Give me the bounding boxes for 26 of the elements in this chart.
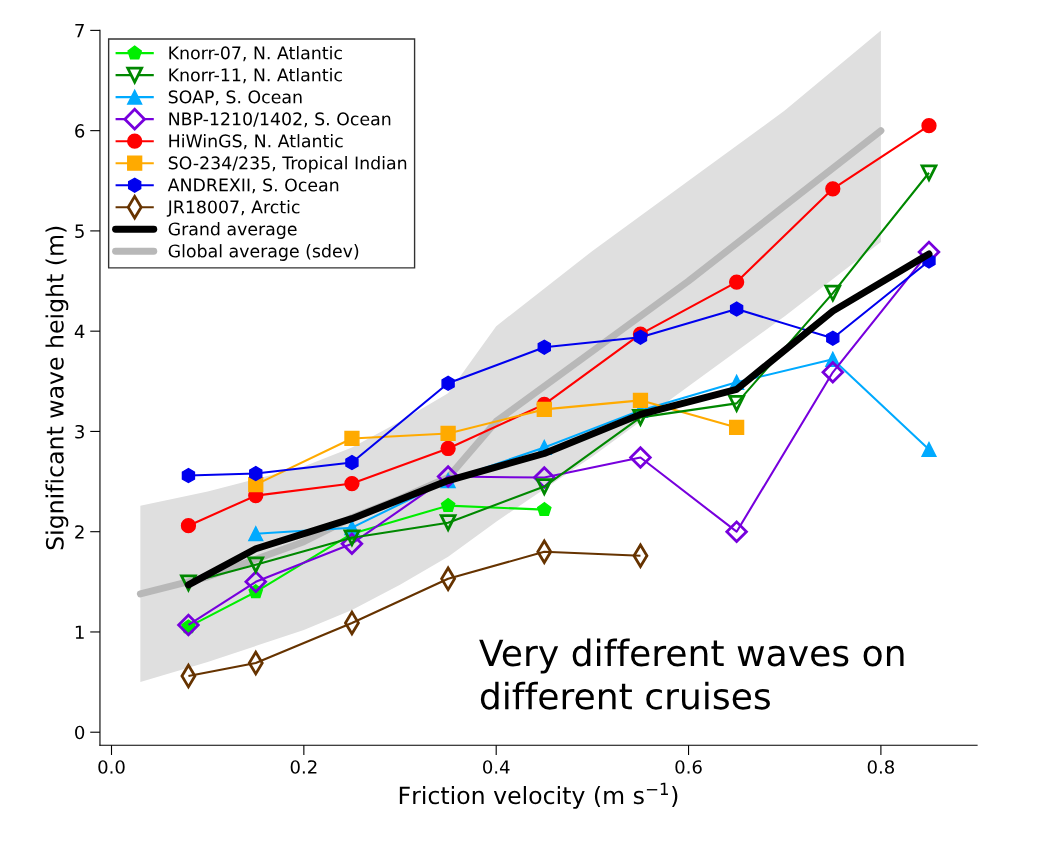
x-axis-title: Friction velocity (m s$^{−1}$) xyxy=(399,782,678,809)
x-tick-label: 0.8 xyxy=(867,760,895,774)
legend-label: Knorr-07, N. Atlantic xyxy=(169,46,342,62)
x-tick-label: 0.6 xyxy=(675,760,702,774)
legend-label: ANDREXII, S. Ocean xyxy=(167,178,339,194)
legend-label: Global average (sdev) xyxy=(168,244,359,261)
x-tick-label: 0.2 xyxy=(290,760,317,774)
y-tick-label: 5 xyxy=(75,224,84,239)
legend-label: JR18007, Arctic xyxy=(166,200,300,217)
y-tick-label: 7 xyxy=(75,24,84,38)
legend-label: Grand average xyxy=(168,222,297,239)
y-tick-label: 1 xyxy=(75,625,84,639)
x-tick-label: 0.0 xyxy=(98,760,125,774)
legend-label: HiWinGS, N. Atlantic xyxy=(169,134,343,150)
y-tick-label: 6 xyxy=(75,124,85,138)
legend-label: SOAP, S. Ocean xyxy=(168,90,302,106)
y-tick-label: 3 xyxy=(75,424,84,439)
y-tick-label: 2 xyxy=(75,525,84,539)
legend-label: Knorr-11, N. Atlantic xyxy=(169,68,342,84)
x-tick-label: 0.4 xyxy=(483,760,510,774)
annotation: Very different waves on different cruises xyxy=(479,638,904,710)
legend-label: NBP-1210/1402, S. Ocean xyxy=(169,112,391,128)
y-tick-label: 0 xyxy=(75,725,85,740)
y-axis-title: Significant wave height (m) xyxy=(45,226,69,550)
y-tick-label: 4 xyxy=(74,324,85,339)
legend-label: SO-234/235, Tropical Indian xyxy=(168,156,407,173)
